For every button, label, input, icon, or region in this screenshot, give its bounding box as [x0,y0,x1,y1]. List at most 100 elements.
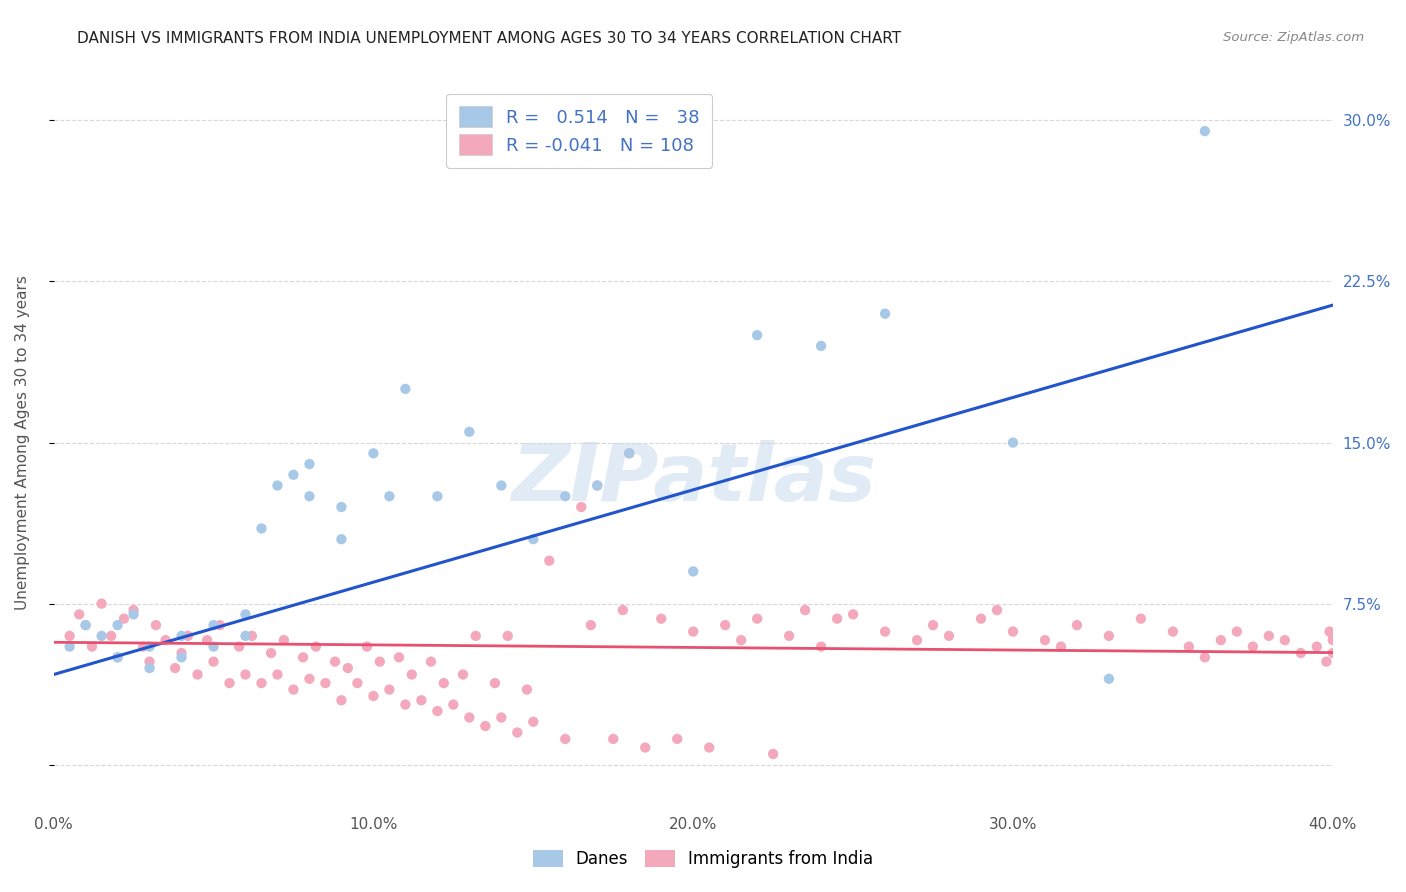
Point [682,624,704,639]
Point [1289,646,1312,660]
Point [266,667,288,681]
Point [1161,624,1184,639]
Point [426,489,449,503]
Point [75,618,97,632]
Point [1322,629,1344,643]
Point [682,565,704,579]
Point [80,640,103,654]
Point [323,655,346,669]
Point [363,446,385,460]
Point [401,667,423,681]
Point [810,339,832,353]
Point [1066,618,1088,632]
Point [394,698,416,712]
Point [336,661,359,675]
Point [305,640,328,654]
Point [1001,624,1024,639]
Point [177,629,200,643]
Point [554,489,576,503]
Point [122,607,145,622]
Point [747,612,769,626]
Point [938,629,960,643]
Point [1319,624,1341,639]
Point [368,655,391,669]
Point [762,747,785,761]
Point [491,478,513,492]
Point [1241,640,1264,654]
Point [378,682,401,697]
Point [170,646,193,660]
Point [235,667,257,681]
Point [202,640,225,654]
Point [107,650,129,665]
Text: Source: ZipAtlas.com: Source: ZipAtlas.com [1223,31,1364,45]
Point [730,633,752,648]
Point [202,618,225,632]
Point [458,710,481,724]
Point [619,446,641,460]
Point [905,633,928,648]
Legend: Danes, Immigrants from India: Danes, Immigrants from India [524,842,882,877]
Point [794,603,817,617]
Point [970,612,993,626]
Point [1257,629,1279,643]
Point [554,731,576,746]
Point [586,478,609,492]
Point [363,689,385,703]
Point [155,633,177,648]
Point [235,629,257,643]
Point [292,650,315,665]
Point [420,655,443,669]
Point [506,725,529,739]
Point [67,607,90,622]
Point [240,629,263,643]
Point [1322,633,1344,648]
Point [474,719,496,733]
Point [132,640,155,654]
Point [569,500,592,514]
Point [426,704,449,718]
Point [90,629,112,643]
Point [186,667,208,681]
Point [330,532,353,546]
Point [491,710,513,724]
Point [714,618,737,632]
Point [330,500,353,514]
Point [1129,612,1152,626]
Point [356,640,378,654]
Point [165,661,187,675]
Point [873,307,896,321]
Point [1033,633,1056,648]
Point [170,650,193,665]
Point [825,612,848,626]
Point [612,603,634,617]
Point [202,655,225,669]
Point [388,650,411,665]
Point [873,624,896,639]
Point [484,676,506,690]
Point [235,607,257,622]
Point [260,646,283,660]
Point [90,597,112,611]
Point [986,603,1008,617]
Point [1322,646,1344,660]
Point [228,640,250,654]
Point [1050,640,1073,654]
Point [250,521,273,535]
Point [1001,435,1024,450]
Point [195,633,218,648]
Point [522,714,544,729]
Point [1306,640,1329,654]
Point [59,629,82,643]
Point [586,478,609,492]
Text: DANISH VS IMMIGRANTS FROM INDIA UNEMPLOYMENT AMONG AGES 30 TO 34 YEARS CORRELATI: DANISH VS IMMIGRANTS FROM INDIA UNEMPLOY… [77,31,901,46]
Point [138,640,160,654]
Point [650,612,672,626]
Point [346,676,368,690]
Point [451,667,474,681]
Point [59,640,82,654]
Point [922,618,945,632]
Point [458,425,481,439]
Point [314,676,336,690]
Point [1226,624,1249,639]
